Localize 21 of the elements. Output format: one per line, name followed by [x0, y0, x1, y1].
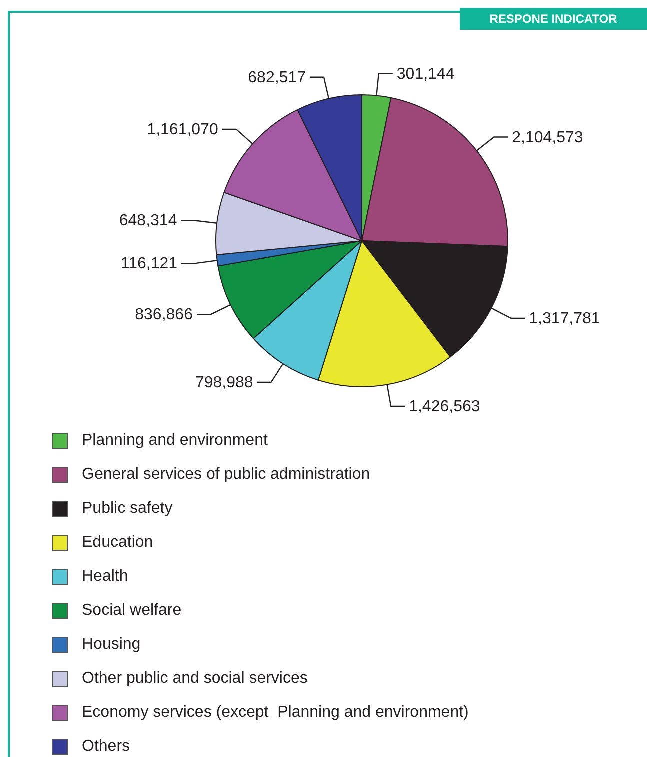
legend-label: Health — [82, 568, 128, 586]
data-label: 2,104,573 — [512, 129, 584, 146]
legend-label: Others — [82, 738, 130, 756]
legend-label: Social welfare — [82, 602, 182, 620]
data-label: 836,866 — [135, 306, 194, 324]
data-label: 1,161,070 — [147, 121, 218, 138]
data-label: 116,121 — [120, 256, 178, 273]
data-label: 1,426,563 — [409, 398, 480, 416]
legend-label: Planning and environment — [82, 432, 268, 450]
chart-title: RESPONE INDICATOR — [460, 8, 647, 30]
legend-label: Housing — [82, 636, 141, 654]
legend-label: General services of public administration — [82, 466, 370, 484]
data-label: 1,317,781 — [529, 310, 600, 328]
data-label: 648,314 — [119, 212, 178, 230]
data-label: 682,517 — [248, 69, 306, 86]
legend-label: Public safety — [82, 500, 173, 518]
legend-label: Other public and social services — [82, 670, 308, 688]
legend-label: Economy services (except Planning and environment) — [82, 704, 469, 722]
legend-label: Education — [82, 534, 154, 552]
data-label: 798,988 — [195, 374, 254, 392]
data-label: 301,144 — [396, 66, 455, 83]
